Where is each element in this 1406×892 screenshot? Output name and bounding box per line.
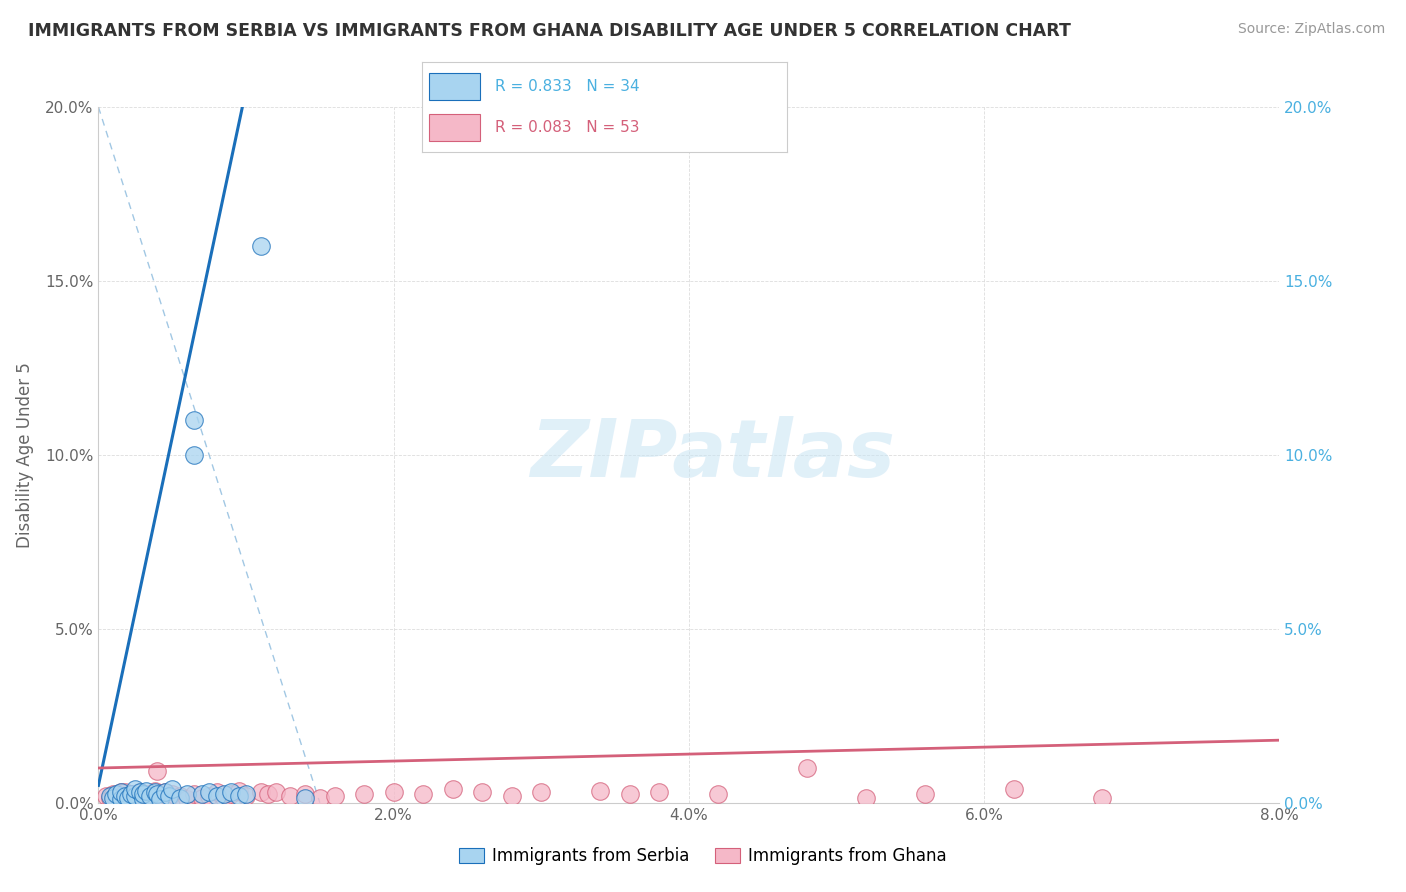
Point [157,789,180,803]
Y-axis label: Disability Age Under 5: Disability Age Under 5 [15,362,34,548]
Point [132,792,155,806]
Point [103,787,125,801]
FancyBboxPatch shape [429,114,481,141]
Point [471,785,494,799]
Point [162,781,183,796]
Point [153,785,176,799]
Point [105,787,128,801]
Point [110,789,132,803]
Point [308,790,332,805]
Point [153,785,176,799]
Point [323,789,346,803]
Point [120,787,142,801]
Point [212,790,235,805]
Point [235,787,257,801]
Point [124,781,146,796]
Point [124,789,146,803]
Point [157,790,180,805]
Point [501,789,523,803]
Point [382,785,405,799]
Point [98,790,121,805]
Point [114,785,136,799]
Point [198,785,221,799]
Point [219,787,242,801]
Point [135,783,157,797]
Point [143,785,166,799]
Point [169,789,191,803]
Point [183,413,205,427]
FancyBboxPatch shape [429,73,481,100]
Point [257,787,280,801]
Point [132,787,155,801]
Point [191,790,214,805]
Point [796,761,818,775]
Point [1002,781,1025,796]
Point [162,787,183,801]
Text: R = 0.083   N = 53: R = 0.083 N = 53 [495,120,640,135]
Point [219,785,242,799]
Point [120,787,142,801]
Point [228,783,250,797]
Text: R = 0.833   N = 34: R = 0.833 N = 34 [495,79,640,94]
Point [176,792,198,806]
Point [110,785,132,799]
Point [278,789,302,803]
Point [128,785,150,799]
Legend: Immigrants from Serbia, Immigrants from Ghana: Immigrants from Serbia, Immigrants from … [453,840,953,872]
Point [103,790,125,805]
Point [205,789,228,803]
Point [98,789,121,803]
Point [110,792,132,806]
Point [212,787,235,801]
Point [114,789,136,803]
Point [176,787,198,801]
Point [183,448,205,462]
Point [132,789,155,803]
Text: Source: ZipAtlas.com: Source: ZipAtlas.com [1237,22,1385,37]
Point [648,785,671,799]
Point [135,787,157,801]
Point [191,787,214,801]
Point [1091,790,1114,805]
Point [110,785,132,799]
Point [124,792,146,806]
Point [117,790,139,805]
Point [94,789,117,803]
Point [169,790,191,805]
Point [589,783,612,797]
Point [139,789,162,803]
Point [353,787,375,801]
Point [250,239,273,253]
Point [855,790,877,805]
Point [183,787,205,801]
Point [914,787,936,801]
Text: IMMIGRANTS FROM SERBIA VS IMMIGRANTS FROM GHANA DISABILITY AGE UNDER 5 CORRELATI: IMMIGRANTS FROM SERBIA VS IMMIGRANTS FRO… [28,22,1071,40]
Point [530,785,553,799]
Point [143,783,166,797]
Point [707,787,730,801]
Point [198,789,221,803]
Point [149,792,172,806]
Point [412,787,434,801]
Point [228,789,250,803]
Point [146,787,169,801]
Point [117,790,139,805]
Point [619,787,641,801]
Point [441,781,464,796]
Point [264,785,287,799]
Point [149,789,172,803]
Text: ZIPatlas: ZIPatlas [530,416,896,494]
Point [235,789,257,803]
Point [139,790,162,805]
Point [146,764,169,779]
Point [294,790,316,805]
Point [250,785,273,799]
Point [294,787,316,801]
Point [105,792,128,806]
Point [128,785,150,799]
Point [205,785,228,799]
